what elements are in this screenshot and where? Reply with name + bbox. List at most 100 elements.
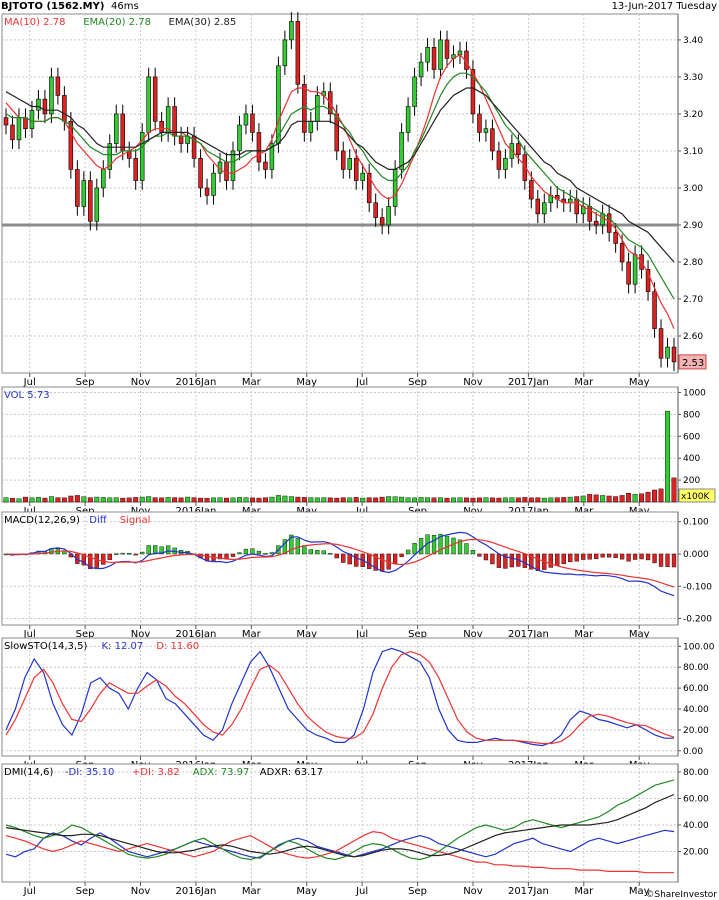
macd-histogram-bar	[308, 549, 313, 555]
x-tick-label: Sep	[408, 629, 427, 640]
macd-histogram-bar	[594, 553, 599, 560]
macd-histogram-bar	[600, 553, 605, 558]
volume-bar	[626, 493, 632, 503]
volume-bar	[230, 497, 236, 503]
macd-histogram-bar	[263, 553, 268, 555]
volume-bar	[580, 495, 586, 503]
volume-bar	[185, 496, 191, 503]
dmi-plus-di-line	[5, 830, 674, 874]
volume-bar	[619, 495, 625, 503]
volume-bar	[113, 497, 119, 503]
y-tick-label-stochastic: 80.00	[683, 663, 709, 673]
macd-histogram-bar	[619, 553, 625, 560]
macd-histogram-bar	[237, 552, 242, 555]
macd-histogram-bar	[665, 553, 670, 567]
candle	[256, 132, 262, 163]
candle	[477, 113, 482, 133]
macd-histogram-bar	[282, 539, 288, 555]
ma10-line	[5, 53, 675, 329]
y-tick-label-stochastic: 100.00	[683, 642, 715, 652]
candle	[632, 254, 638, 285]
candle	[308, 121, 314, 133]
x-tick-label: 2017Jan	[508, 377, 549, 388]
candle	[405, 106, 411, 133]
symbol-title: BJTOTO (1562.MY)	[1, 1, 105, 12]
candle	[425, 47, 430, 63]
volume-bar	[68, 495, 74, 503]
candle	[496, 150, 502, 170]
macd-histogram-bar	[444, 535, 450, 555]
panel-frame-stochastic	[1, 637, 679, 757]
volume-unit-label: x100K	[681, 492, 711, 502]
macd-histogram-bar	[392, 553, 398, 565]
candle	[120, 113, 125, 152]
macd-histogram-bar	[373, 553, 378, 571]
candle	[418, 61, 424, 78]
candle	[483, 128, 489, 133]
macd-histogram-bar	[295, 538, 300, 555]
stoch-d-line	[5, 650, 675, 745]
volume-bar	[632, 494, 638, 503]
volume-bar	[340, 497, 346, 503]
volume-bar	[645, 491, 651, 503]
volume-bar	[535, 497, 541, 503]
y-tick-label-volume: 800	[683, 410, 700, 420]
x-tick-label: 2016Jan	[175, 377, 216, 388]
candle	[626, 261, 631, 285]
volume-bar	[567, 496, 573, 503]
volume-bar	[373, 497, 379, 503]
volume-bar	[165, 497, 171, 503]
candle	[101, 169, 106, 189]
candle	[503, 158, 508, 170]
copyright-label: ©ShareInvestor	[645, 890, 717, 900]
candle	[62, 95, 67, 122]
candle	[81, 180, 87, 207]
x-tick-label: May	[296, 377, 317, 388]
candle	[386, 206, 391, 226]
candle	[282, 39, 288, 67]
y-tick-label-price: 3.40	[683, 36, 703, 46]
candle	[55, 76, 61, 96]
candle	[159, 121, 164, 133]
macd-histogram-bar	[496, 553, 502, 568]
volume-bar	[665, 410, 670, 503]
x-tick-label: Mar	[242, 886, 262, 897]
x-tick-label: May	[296, 886, 317, 897]
macd-histogram-bar	[289, 534, 294, 555]
candle	[178, 135, 184, 144]
x-tick-label: Nov	[463, 377, 483, 388]
y-tick-label-price: 3.00	[683, 184, 703, 194]
macd-histogram-bar	[568, 553, 573, 563]
macd-histogram-bar	[477, 553, 482, 557]
macd-histogram-bar	[159, 546, 164, 555]
y-tick-label-stochastic: 0.00	[683, 747, 703, 757]
volume-bar	[587, 494, 593, 503]
volume-bar	[360, 497, 366, 503]
macd-histogram-bar	[133, 553, 138, 556]
dmi-minus-di-line	[5, 829, 675, 859]
volume-bar	[600, 495, 606, 503]
candle	[10, 124, 15, 141]
macd-histogram-bar	[120, 552, 125, 555]
y-tick-label-price: 2.70	[683, 295, 703, 305]
volume-bar	[438, 497, 443, 503]
macd-histogram-bar	[555, 553, 560, 566]
legend-volume-0: VOL 5.73	[4, 390, 50, 401]
y-tick-label-volume: 200	[683, 476, 700, 486]
volume-bar	[522, 497, 528, 503]
stoch-k-line	[5, 647, 674, 747]
volume-bar	[548, 497, 554, 503]
macd-histogram-bar	[101, 553, 106, 565]
candle	[529, 180, 534, 200]
legend-stochastic-0: SlowSTO(14,3,5)	[4, 641, 87, 652]
macd-histogram-bar	[490, 553, 495, 565]
x-tick-label: Nov	[131, 886, 151, 897]
macd-histogram-bar	[632, 553, 638, 560]
volume-bar	[10, 497, 15, 503]
legend-dmi-1: -DI: 35.10	[65, 767, 114, 778]
candle	[373, 202, 378, 218]
x-tick-label: 2017Jan	[508, 886, 549, 897]
macd-histogram-bar	[671, 553, 677, 568]
volume-bar	[405, 497, 411, 503]
